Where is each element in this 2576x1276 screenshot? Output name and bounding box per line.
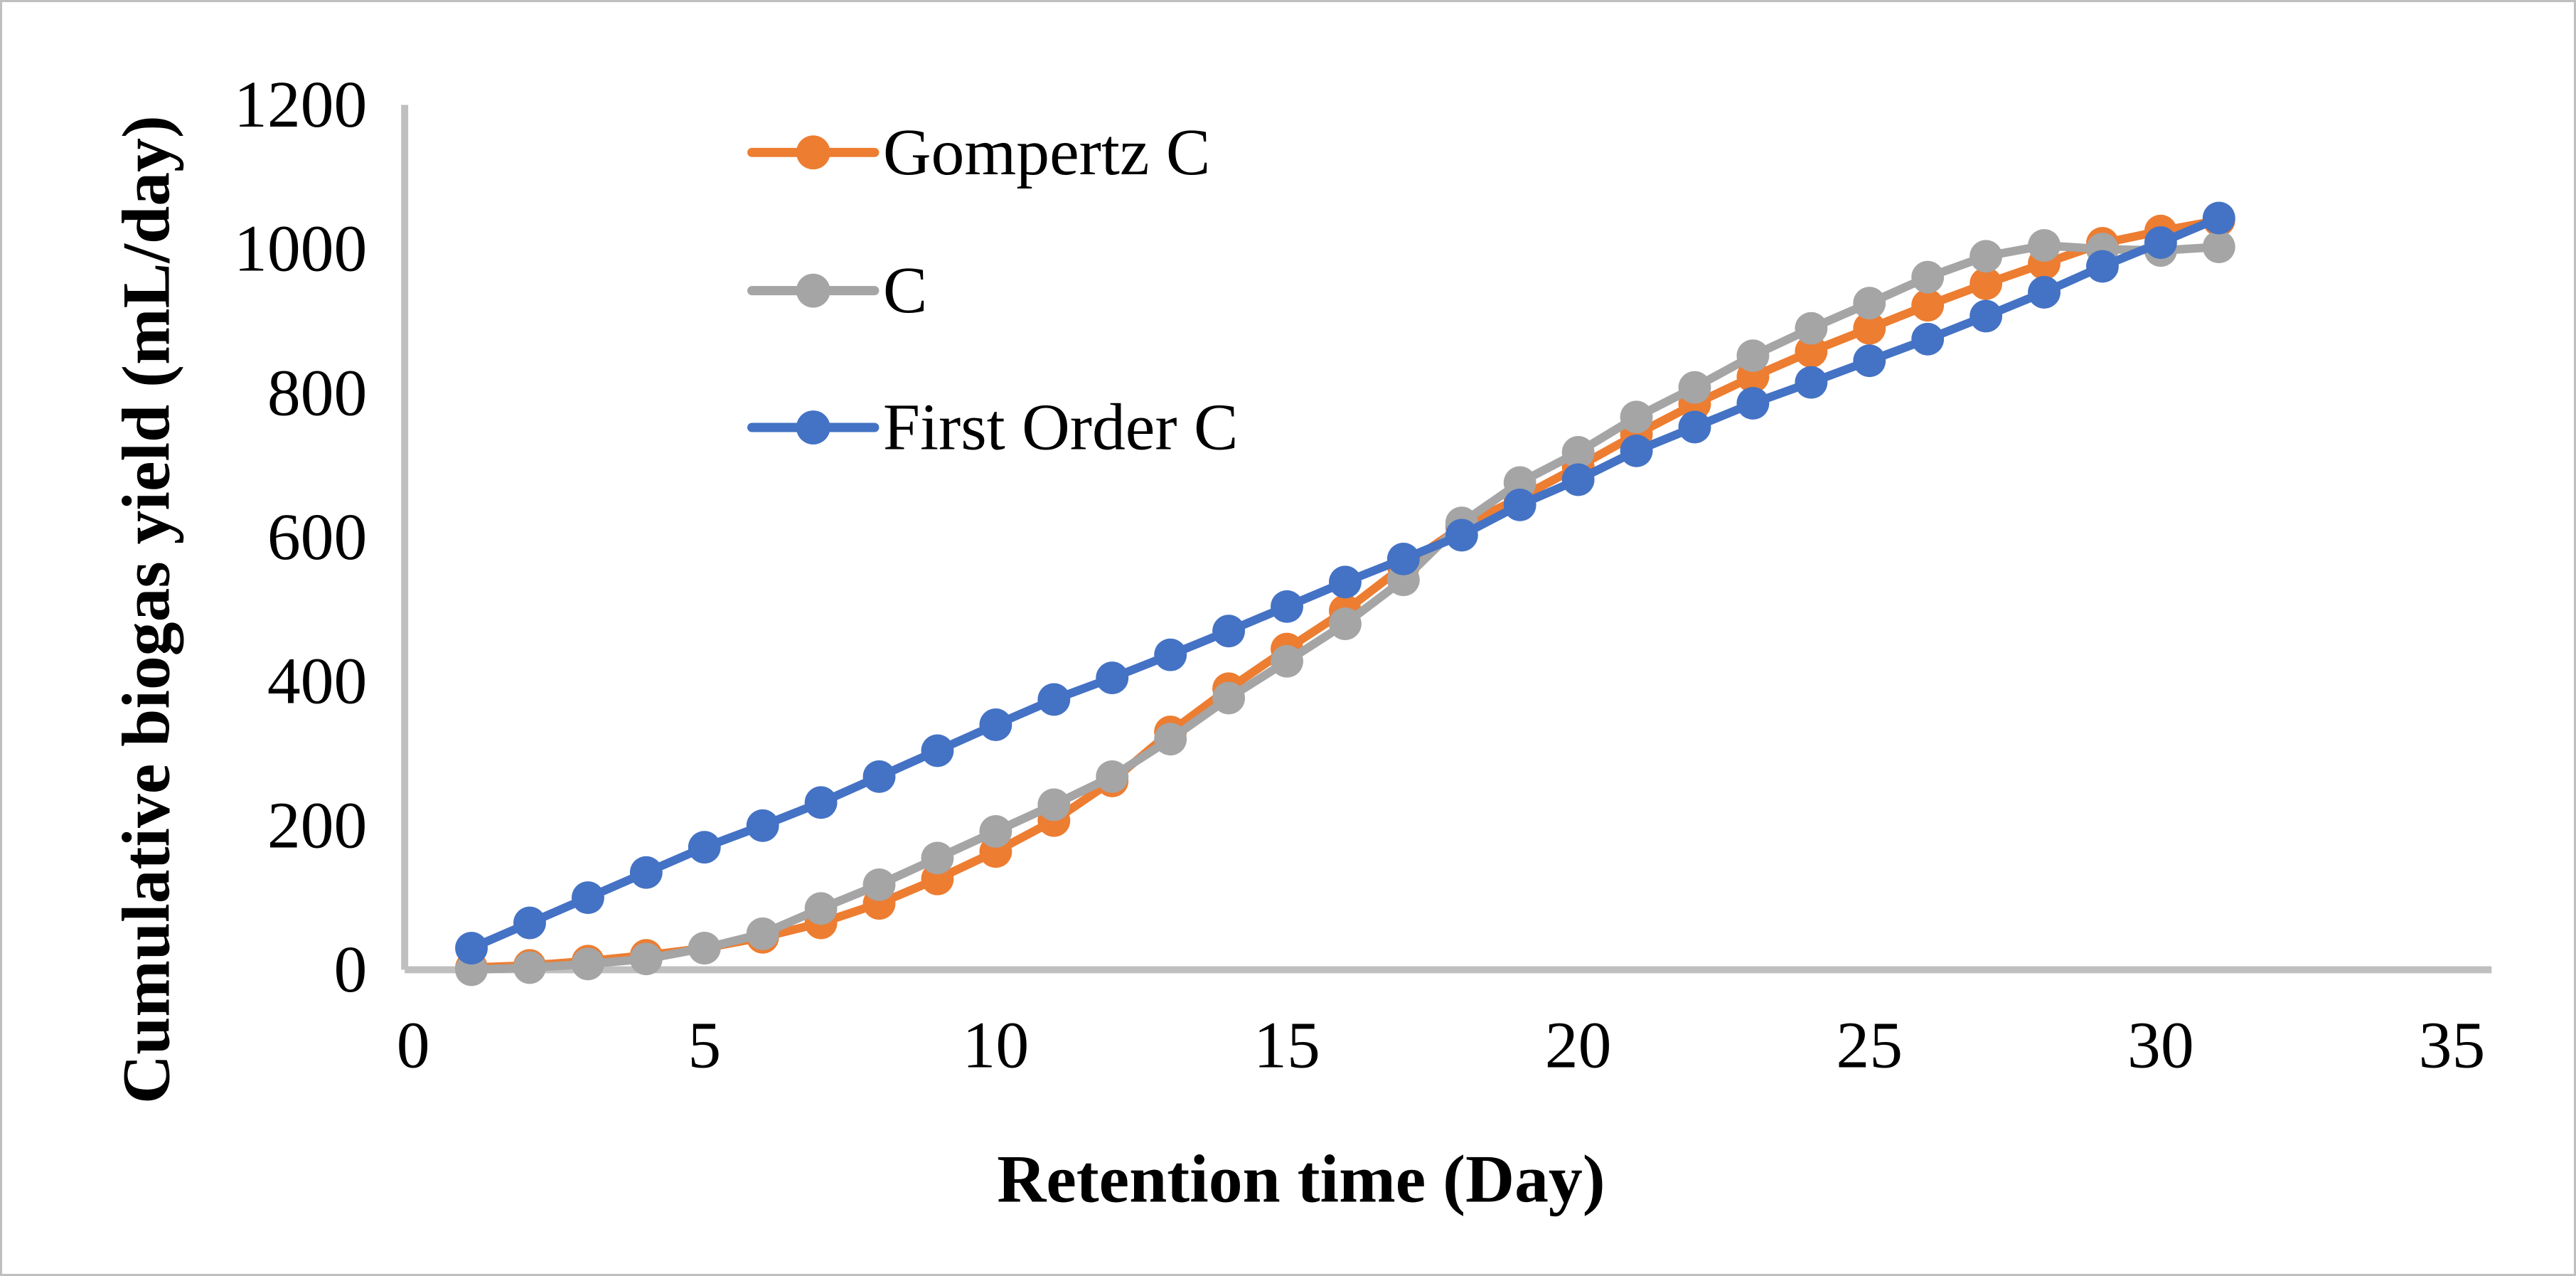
legend-label-gompertz-c: Gompertz C <box>883 116 1210 189</box>
data-point-gompertz-c <box>1853 312 1886 345</box>
y-tick-label: 600 <box>267 501 368 574</box>
data-point-c <box>1271 644 1303 678</box>
y-tick-label: 800 <box>267 356 368 430</box>
data-point-first-order-c <box>1678 410 1711 444</box>
legend-item-c: C <box>747 254 927 327</box>
data-point-first-order-c <box>1154 638 1187 671</box>
data-point-gompertz-c <box>1970 267 2003 300</box>
data-point-first-order-c <box>1503 488 1536 521</box>
data-point-first-order-c <box>1620 434 1653 467</box>
data-point-c <box>1329 607 1362 640</box>
x-tick-label: 0 <box>397 1009 430 1083</box>
data-point-first-order-c <box>455 932 488 964</box>
x-axis-title: Retention time (Day) <box>997 1141 1605 1216</box>
data-point-c <box>1620 400 1653 434</box>
data-point-first-order-c <box>1329 565 1362 599</box>
legend: Gompertz C C First Order C <box>747 116 1239 464</box>
data-point-c <box>862 868 896 901</box>
data-point-c <box>513 951 546 984</box>
x-tick-label: 25 <box>1836 1009 1903 1083</box>
x-tick-label: 10 <box>963 1009 1030 1083</box>
data-point-first-order-c <box>1271 590 1303 623</box>
data-point-c <box>1212 681 1246 715</box>
data-point-c <box>1736 339 1770 373</box>
data-point-first-order-c <box>1212 615 1246 648</box>
axes <box>401 105 2492 974</box>
y-tick-label: 200 <box>267 789 368 862</box>
data-point-c <box>2202 230 2235 264</box>
data-point-first-order-c <box>2086 250 2119 283</box>
data-point-c <box>1853 287 1886 320</box>
data-point-c <box>688 932 721 964</box>
data-point-c <box>1795 312 1828 345</box>
x-tick-label: 20 <box>1545 1009 1612 1083</box>
x-tick-label: 35 <box>2419 1009 2486 1083</box>
x-tick-label: 5 <box>688 1009 721 1083</box>
series-first-order-c <box>455 201 2235 964</box>
data-point-first-order-c <box>1037 683 1071 716</box>
data-point-c <box>1154 723 1187 756</box>
data-point-first-order-c <box>571 881 604 915</box>
legend-item-first-order-c: First Order C <box>747 390 1239 464</box>
data-point-c <box>571 947 604 981</box>
data-point-first-order-c <box>1096 661 1129 694</box>
data-point-c <box>1561 435 1595 469</box>
x-tick-label: 15 <box>1254 1009 1320 1083</box>
data-point-first-order-c <box>804 786 838 819</box>
legend-marker-first-order-c <box>796 410 830 445</box>
data-point-first-order-c <box>1445 519 1478 552</box>
data-point-first-order-c <box>513 906 546 940</box>
y-tick-label: 400 <box>267 645 368 718</box>
data-point-first-order-c <box>746 809 779 842</box>
legend-label-c: C <box>883 254 927 327</box>
data-point-c <box>1037 788 1071 822</box>
data-point-gompertz-c <box>1795 335 1828 368</box>
data-point-first-order-c <box>1853 344 1886 378</box>
data-point-first-order-c <box>2202 201 2235 235</box>
data-point-gompertz-c <box>1911 289 1945 322</box>
legend-item-gompertz-c: Gompertz C <box>747 116 1210 189</box>
data-point-c <box>629 942 663 976</box>
data-point-first-order-c <box>1795 366 1828 399</box>
data-point-first-order-c <box>862 760 896 793</box>
data-point-first-order-c <box>1386 542 1420 575</box>
data-point-c <box>979 814 1012 848</box>
data-point-first-order-c <box>1970 299 2003 333</box>
y-tick-label: 0 <box>334 933 368 1006</box>
y-tick-label: 1200 <box>234 68 367 142</box>
legend-marker-c <box>796 273 830 308</box>
data-point-first-order-c <box>921 734 954 767</box>
y-axis-title: Cumulative biogas yield (mL/day) <box>108 115 183 1104</box>
data-series <box>455 201 2235 987</box>
y-tick-label: 1000 <box>234 213 367 286</box>
data-point-first-order-c <box>979 708 1012 741</box>
data-point-first-order-c <box>1736 387 1770 420</box>
data-point-first-order-c <box>2028 276 2061 309</box>
data-point-c <box>1503 466 1536 499</box>
legend-label-first-order-c: First Order C <box>883 390 1239 464</box>
data-point-c <box>746 917 779 950</box>
data-point-first-order-c <box>2144 226 2177 259</box>
data-point-c <box>1911 260 1945 294</box>
data-point-first-order-c <box>629 856 663 889</box>
data-point-c <box>804 892 838 925</box>
legend-marker-gompertz-c <box>796 135 830 170</box>
axis-tick-labels: 0 200 400 600 800 1000 1200 0 5 10 15 20 25 30 35 <box>234 68 2485 1083</box>
data-point-first-order-c <box>688 831 721 864</box>
series-c <box>455 229 2235 987</box>
x-tick-label: 30 <box>2127 1009 2194 1083</box>
data-point-c <box>2028 229 2061 262</box>
data-point-c <box>1678 371 1711 404</box>
data-point-c <box>1096 760 1129 793</box>
data-point-first-order-c <box>1561 463 1595 496</box>
data-point-c <box>921 841 954 875</box>
data-point-first-order-c <box>1911 322 1945 356</box>
data-point-c <box>1970 240 2003 273</box>
